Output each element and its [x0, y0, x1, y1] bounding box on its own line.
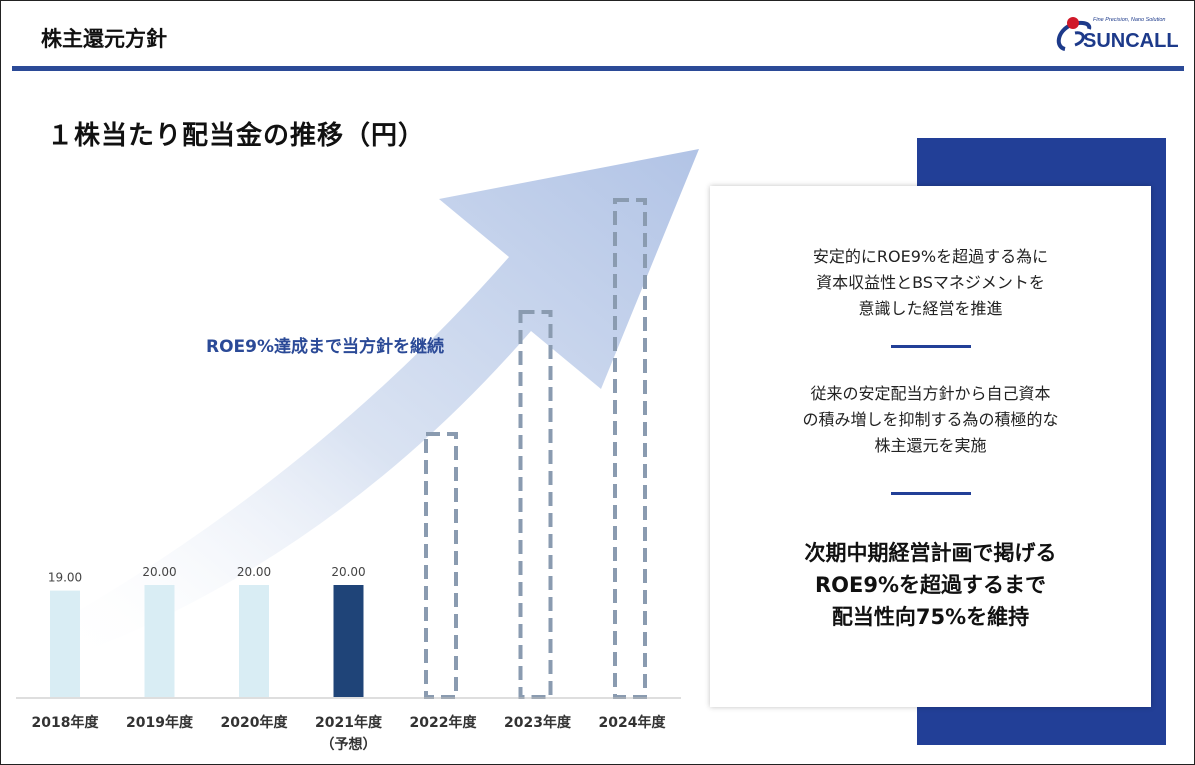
- category-label-6: 2023年度: [504, 715, 571, 731]
- header-divider: [12, 66, 1184, 71]
- panel-divider-2: [891, 492, 971, 495]
- policy-panel: 安定的にROE9%を超過する為に 資本収益性とBSマネジメントを 意識した経営を…: [710, 186, 1151, 707]
- category-label-4: 2021年度: [315, 715, 382, 731]
- value-label-4: 20.00: [331, 565, 365, 579]
- growth-arrow-icon: [61, 149, 699, 661]
- category-label-3: 2020年度: [220, 715, 288, 731]
- logo-tagline: Fine Precision, Nano Solution: [1093, 17, 1165, 23]
- planned-bar-7: [613, 198, 647, 699]
- policy-paragraph-2: 従来の安定配当方針から自己資本 の積み増しを抑制する為の積極的な 株主還元を実施: [802, 384, 1059, 455]
- category-label-2: 2019年度: [126, 715, 193, 731]
- panel-divider-1: [891, 345, 971, 348]
- dividend-chart: 19.00 20.00 20.00 20.00: [16, 149, 699, 699]
- bar-3: [239, 585, 269, 697]
- logo-text: SUNCALL: [1083, 30, 1179, 52]
- planned-bar-5: [424, 432, 458, 699]
- value-label-2: 20.00: [142, 565, 176, 579]
- policy-paragraph-1: 安定的にROE9%を超過する為に 資本収益性とBSマネジメントを 意識した経営を…: [812, 247, 1049, 318]
- planned-bar-6: [518, 310, 553, 699]
- category-sublabel-4: （予想）: [320, 737, 377, 753]
- value-label-1: 19.00: [48, 571, 82, 585]
- policy-emphasis: 次期中期経営計画で掲げる ROE9%を超過するまで 配当性向75%を維持: [804, 541, 1057, 629]
- suncall-logo-mark-icon: [1056, 17, 1092, 51]
- roe-note: ROE9%達成まで当方針を継続: [206, 337, 445, 357]
- bar-1: [50, 590, 80, 697]
- bar-2: [144, 585, 175, 697]
- page-title: 株主還元方針: [41, 27, 167, 51]
- value-label-3: 20.00: [237, 565, 271, 579]
- chart-title: １株当たり配当金の推移（円）: [47, 121, 426, 151]
- category-label-5: 2022年度: [409, 715, 477, 731]
- suncall-logo: Fine Precision, Nano Solution SUNCALL: [1056, 17, 1179, 52]
- bar-4: [333, 585, 364, 697]
- category-label-7: 2024年度: [598, 715, 666, 731]
- category-label-1: 2018年度: [31, 715, 99, 731]
